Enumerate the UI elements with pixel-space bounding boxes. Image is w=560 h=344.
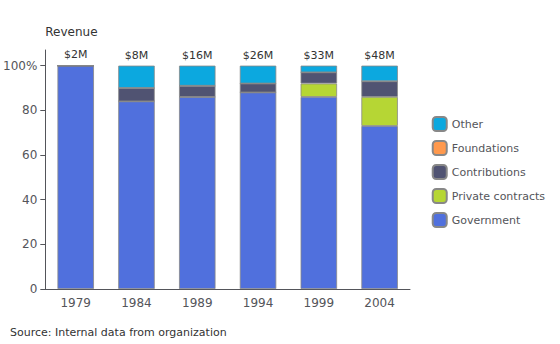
svg-text:80: 80: [22, 103, 37, 117]
svg-text:2004: 2004: [364, 296, 395, 310]
svg-text:Private contracts: Private contracts: [452, 190, 546, 203]
svg-text:$26M: $26M: [243, 49, 274, 62]
svg-text:1994: 1994: [243, 296, 274, 310]
svg-text:20: 20: [22, 237, 37, 251]
svg-text:100%: 100%: [3, 59, 37, 73]
svg-text:1979: 1979: [60, 296, 91, 310]
svg-text:Other: Other: [452, 118, 484, 131]
svg-text:1984: 1984: [121, 296, 152, 310]
svg-text:Revenue: Revenue: [45, 25, 97, 39]
svg-text:$48M: $48M: [364, 49, 395, 62]
svg-text:Source: Internal data from org: Source: Internal data from organization: [10, 326, 227, 339]
svg-text:1999: 1999: [304, 296, 335, 310]
svg-text:$16M: $16M: [182, 49, 213, 62]
svg-text:40: 40: [22, 193, 37, 207]
svg-text:Government: Government: [452, 214, 521, 227]
svg-text:0: 0: [30, 282, 38, 296]
svg-text:$33M: $33M: [304, 49, 335, 62]
svg-text:$2M: $2M: [64, 48, 88, 61]
svg-text:60: 60: [22, 148, 37, 162]
svg-text:Foundations: Foundations: [452, 142, 519, 155]
svg-text:1989: 1989: [182, 296, 213, 310]
svg-text:Contributions: Contributions: [452, 166, 526, 179]
svg-text:$8M: $8M: [125, 49, 149, 62]
